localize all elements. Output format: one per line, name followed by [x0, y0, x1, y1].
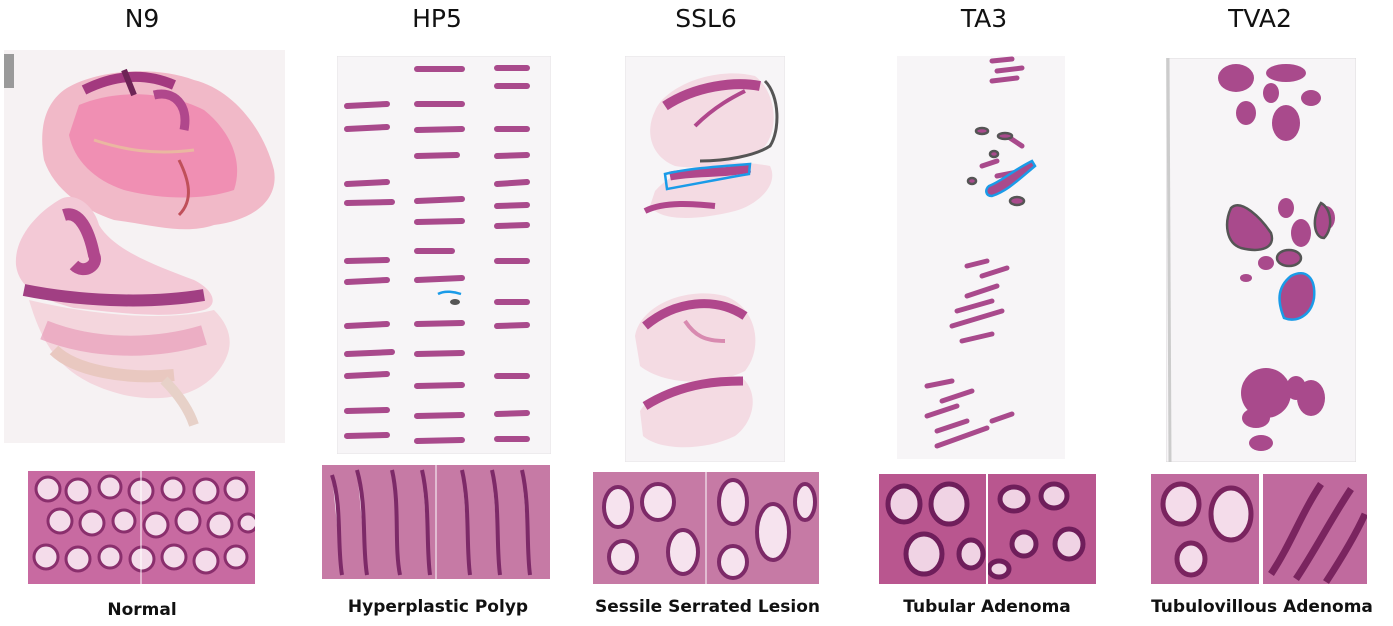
histology-patch-hyperplastic-polyp: [322, 465, 550, 579]
histology-patch-normal: [28, 471, 255, 584]
sample-id-tva2: TVA2: [1228, 4, 1292, 33]
whole-slide-image-hp5: [337, 56, 551, 454]
histology-patch-sessile-serrated-lesion: [593, 472, 819, 584]
whole-slide-image-ssl6: [625, 56, 785, 462]
whole-slide-image-n9: [4, 50, 285, 443]
diagnosis-label-normal: Normal: [107, 600, 177, 620]
whole-slide-image-tva2: [1166, 58, 1356, 462]
sample-id-ta3: TA3: [960, 4, 1008, 33]
whole-slide-image-ta3: [897, 56, 1065, 459]
diagnosis-label-tubulovillous-adenoma: Tubulovillous Adenoma: [1151, 597, 1373, 617]
diagnosis-label-sessile-serrated-lesion: Sessile Serrated Lesion: [595, 597, 820, 617]
diagnosis-label-tubular-adenoma: Tubular Adenoma: [903, 597, 1071, 617]
sample-id-ssl6: SSL6: [675, 4, 737, 33]
histology-patch-tubulovillous-adenoma: [1151, 474, 1367, 584]
sample-id-hp5: HP5: [412, 4, 462, 33]
sample-id-n9: N9: [124, 4, 160, 33]
diagnosis-label-hyperplastic-polyp: Hyperplastic Polyp: [347, 597, 529, 617]
histology-patch-tubular-adenoma: [879, 474, 1096, 584]
